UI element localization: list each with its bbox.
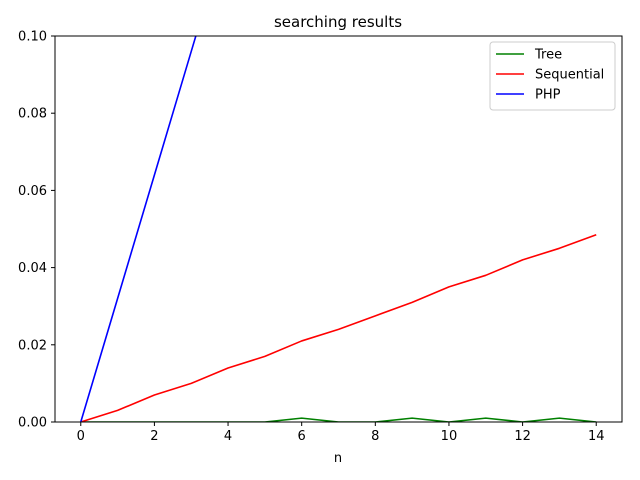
x-tick-label: 10 <box>441 429 458 444</box>
x-tick-label: 12 <box>514 429 531 444</box>
series-line-tree <box>80 417 597 422</box>
y-tick-label: 0.06 <box>18 184 47 199</box>
series-line-php <box>80 36 197 422</box>
x-tick-label: 6 <box>298 429 306 444</box>
y-tick-label: 0.00 <box>18 416 47 431</box>
series-line-sequential <box>80 234 597 422</box>
x-tick-label: 8 <box>371 429 379 444</box>
y-tick-label: 0.08 <box>18 107 47 122</box>
x-axis-label: n <box>334 451 342 466</box>
y-tick-label: 0.10 <box>18 30 47 45</box>
x-tick-label: 4 <box>224 429 232 444</box>
plot-frame <box>54 35 623 423</box>
legend-label-php: PHP <box>535 88 561 103</box>
x-tick-label: 14 <box>588 429 605 444</box>
legend-box <box>489 41 616 111</box>
x-tick-label: 2 <box>150 429 158 444</box>
legend-label-sequential: Sequential <box>535 68 604 83</box>
y-tick-label: 0.04 <box>18 261 47 276</box>
legend-label-tree: Tree <box>534 48 562 63</box>
y-tick-label: 0.02 <box>18 338 47 353</box>
chart-title: searching results <box>274 13 402 31</box>
x-tick-label: 0 <box>77 429 85 444</box>
